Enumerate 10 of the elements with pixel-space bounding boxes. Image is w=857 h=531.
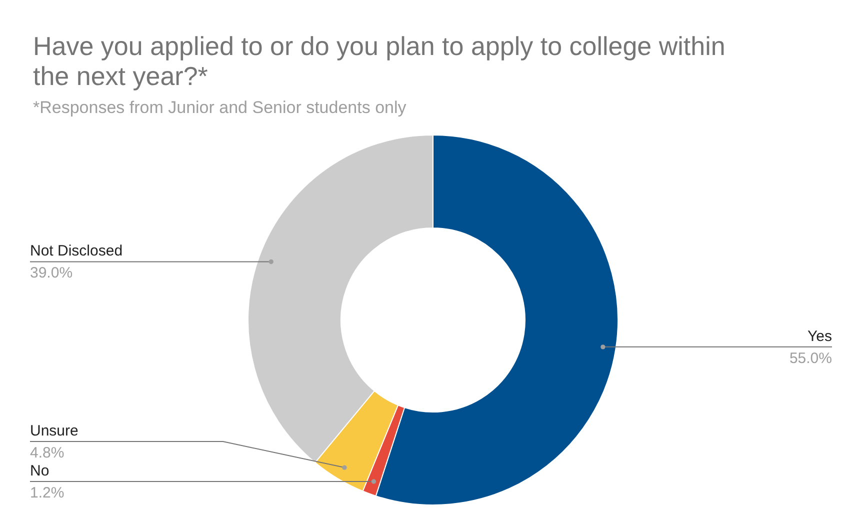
slice-label: Not Disclosed (30, 242, 123, 260)
data-label: 55.0% (789, 350, 832, 367)
slice-label: Yes (808, 328, 832, 345)
slice-label: No (30, 462, 50, 480)
slice-label: Unsure (30, 422, 78, 440)
data-label: 4.8% (30, 444, 64, 462)
data-label: 39.0% (30, 264, 73, 282)
chart-title: Have you applied to or do you plan to apply to college within the next year?* (33, 31, 726, 91)
chart-subtitle: *Responses from Junior and Senior students only (33, 98, 407, 117)
data-label: 1.2% (30, 484, 64, 502)
